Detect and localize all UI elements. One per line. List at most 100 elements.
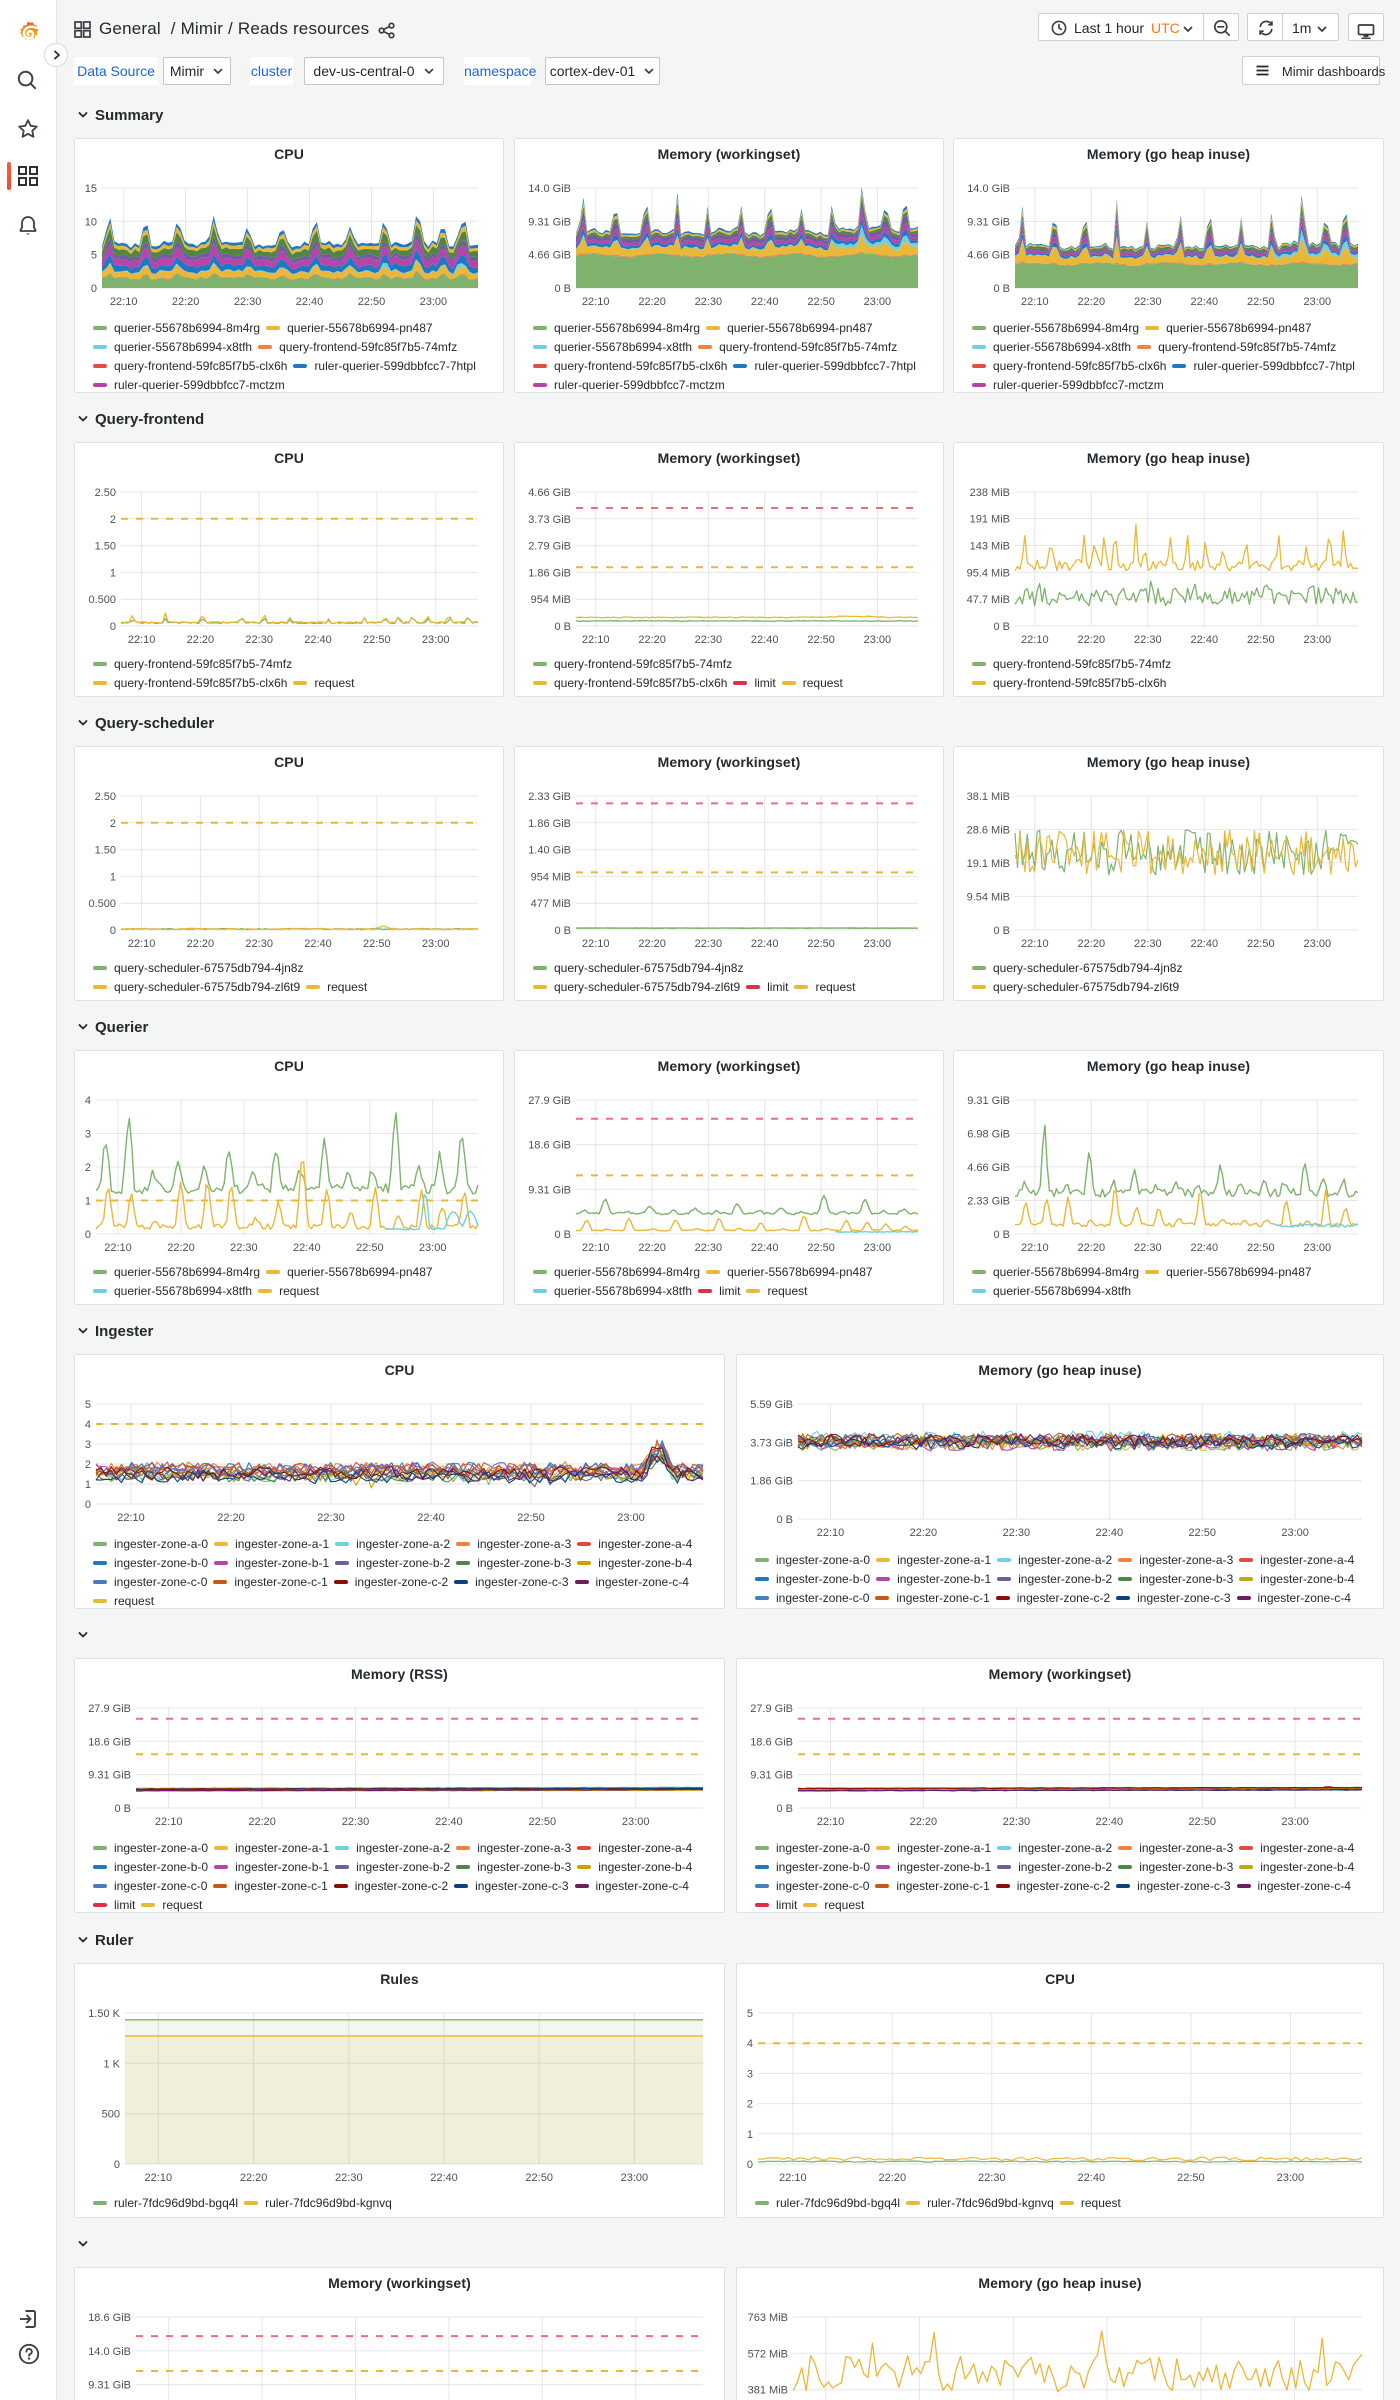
svg-text:9.31 GiB: 9.31 GiB (967, 217, 1010, 229)
svg-text:0.500: 0.500 (88, 898, 116, 910)
svg-text:22:10: 22:10 (145, 2172, 173, 2184)
svg-text:4: 4 (85, 1419, 91, 1431)
svg-text:10: 10 (85, 216, 97, 228)
svg-text:22:50: 22:50 (525, 2172, 553, 2184)
svg-text:22:50: 22:50 (1247, 634, 1275, 646)
svg-text:23:00: 23:00 (864, 938, 892, 950)
svg-text:22:10: 22:10 (1021, 1242, 1049, 1254)
svg-text:22:30: 22:30 (695, 1242, 723, 1254)
svg-text:9.31 GiB: 9.31 GiB (750, 1770, 793, 1782)
svg-text:22:30: 22:30 (1134, 1242, 1162, 1254)
svg-text:191 MiB: 191 MiB (970, 514, 1010, 526)
svg-text:22:30: 22:30 (1003, 1816, 1031, 1828)
svg-text:19.1 MiB: 19.1 MiB (967, 858, 1010, 870)
svg-text:9.31 GiB: 9.31 GiB (528, 217, 571, 229)
svg-text:22:50: 22:50 (1247, 296, 1275, 308)
svg-text:23:00: 23:00 (622, 1816, 650, 1828)
svg-text:22:40: 22:40 (304, 634, 332, 646)
svg-text:3: 3 (85, 1439, 91, 1451)
svg-text:0: 0 (110, 621, 116, 633)
svg-text:6.98 GiB: 6.98 GiB (967, 1129, 1010, 1141)
svg-text:954 MiB: 954 MiB (531, 594, 571, 606)
svg-text:477 MiB: 477 MiB (531, 898, 571, 910)
svg-text:22:20: 22:20 (638, 938, 666, 950)
svg-text:23:00: 23:00 (422, 938, 450, 950)
svg-text:22:50: 22:50 (1177, 2172, 1205, 2184)
svg-text:38.1 MiB: 38.1 MiB (967, 791, 1010, 803)
svg-text:22:20: 22:20 (1078, 1242, 1106, 1254)
svg-text:22:50: 22:50 (363, 938, 391, 950)
svg-text:22:10: 22:10 (582, 938, 610, 950)
svg-text:22:50: 22:50 (529, 1816, 557, 1828)
svg-text:9.31 GiB: 9.31 GiB (88, 1770, 131, 1782)
svg-text:0 B: 0 B (993, 621, 1010, 633)
svg-text:22:20: 22:20 (172, 296, 200, 308)
svg-text:22:30: 22:30 (695, 634, 723, 646)
svg-text:2: 2 (85, 1459, 91, 1471)
svg-text:0.500: 0.500 (88, 594, 116, 606)
svg-text:22:10: 22:10 (582, 634, 610, 646)
svg-text:23:00: 23:00 (422, 634, 450, 646)
svg-text:1: 1 (85, 1196, 91, 1208)
svg-text:22:50: 22:50 (1188, 1527, 1216, 1539)
svg-text:0: 0 (747, 2159, 753, 2171)
svg-text:5: 5 (85, 1399, 91, 1411)
svg-text:22:30: 22:30 (978, 2172, 1006, 2184)
svg-text:22:10: 22:10 (779, 2172, 807, 2184)
svg-text:2.33 GiB: 2.33 GiB (967, 1196, 1010, 1208)
svg-text:4.66 GiB: 4.66 GiB (967, 1162, 1010, 1174)
svg-text:22:10: 22:10 (155, 1816, 183, 1828)
svg-text:1.86 GiB: 1.86 GiB (528, 567, 571, 579)
svg-text:0 B: 0 B (554, 925, 571, 937)
svg-text:22:50: 22:50 (1247, 938, 1275, 950)
svg-text:22:50: 22:50 (363, 634, 391, 646)
svg-text:5: 5 (747, 2008, 753, 2020)
svg-text:1 K: 1 K (103, 2058, 120, 2070)
svg-text:22:10: 22:10 (128, 634, 156, 646)
svg-text:22:20: 22:20 (187, 634, 215, 646)
svg-text:22:20: 22:20 (910, 1816, 938, 1828)
svg-text:27.9 GiB: 27.9 GiB (528, 1095, 571, 1107)
svg-text:27.9 GiB: 27.9 GiB (750, 1703, 793, 1715)
svg-text:2: 2 (747, 2099, 753, 2111)
svg-text:0: 0 (114, 2159, 120, 2171)
svg-text:2: 2 (85, 1162, 91, 1174)
svg-text:22:40: 22:40 (293, 1242, 321, 1254)
svg-text:0: 0 (85, 1499, 91, 1511)
svg-text:0 B: 0 B (554, 621, 571, 633)
svg-text:18.6 GiB: 18.6 GiB (88, 2312, 131, 2324)
svg-text:22:30: 22:30 (695, 296, 723, 308)
svg-text:22:30: 22:30 (335, 2172, 363, 2184)
svg-text:22:40: 22:40 (304, 938, 332, 950)
svg-text:23:00: 23:00 (1304, 1242, 1332, 1254)
svg-text:4: 4 (85, 1095, 91, 1107)
svg-text:572 MiB: 572 MiB (748, 2348, 788, 2360)
svg-text:23:00: 23:00 (621, 2172, 649, 2184)
svg-text:763 MiB: 763 MiB (748, 2312, 788, 2324)
svg-text:4.66 GiB: 4.66 GiB (967, 250, 1010, 262)
svg-text:1: 1 (747, 2129, 753, 2141)
svg-text:22:10: 22:10 (128, 938, 156, 950)
svg-text:22:10: 22:10 (104, 1242, 132, 1254)
svg-text:23:00: 23:00 (1281, 1527, 1309, 1539)
svg-text:14.0 GiB: 14.0 GiB (88, 2346, 131, 2358)
svg-text:0 B: 0 B (554, 283, 571, 295)
svg-text:22:40: 22:40 (1191, 634, 1219, 646)
svg-text:0 B: 0 B (776, 1514, 793, 1526)
svg-text:22:20: 22:20 (187, 938, 215, 950)
svg-text:22:10: 22:10 (117, 1512, 145, 1524)
svg-text:22:20: 22:20 (167, 1242, 195, 1254)
svg-text:1: 1 (110, 567, 116, 579)
svg-text:22:30: 22:30 (695, 938, 723, 950)
svg-text:22:10: 22:10 (1021, 938, 1049, 950)
svg-text:2.50: 2.50 (95, 791, 116, 803)
svg-text:22:30: 22:30 (1134, 296, 1162, 308)
svg-text:14.0 GiB: 14.0 GiB (528, 183, 571, 195)
svg-text:22:40: 22:40 (1191, 938, 1219, 950)
svg-text:22:30: 22:30 (342, 1816, 370, 1828)
svg-text:23:00: 23:00 (419, 1242, 447, 1254)
svg-text:22:20: 22:20 (1078, 634, 1106, 646)
svg-text:2: 2 (110, 818, 116, 830)
svg-text:23:00: 23:00 (864, 296, 892, 308)
svg-text:0 B: 0 B (776, 1803, 793, 1815)
